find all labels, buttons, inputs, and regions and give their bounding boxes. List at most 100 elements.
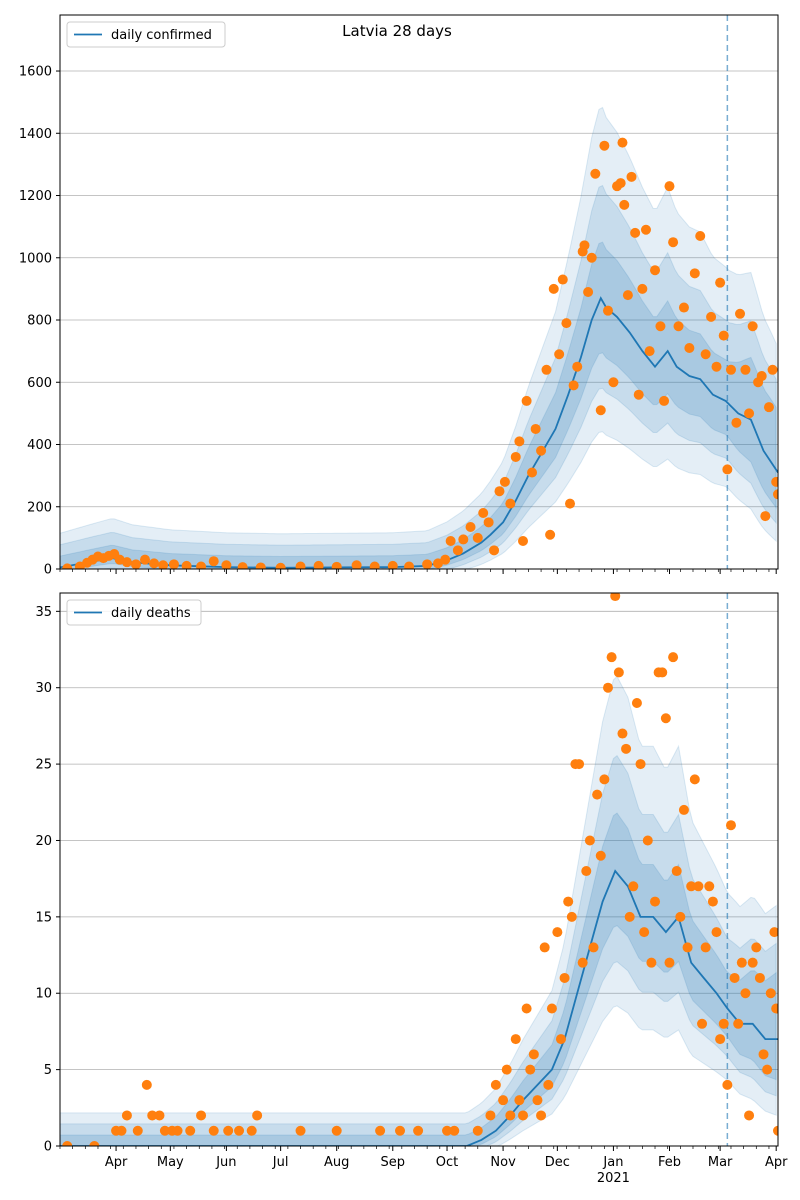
data-point <box>588 942 599 953</box>
y-tick-label: 0 <box>44 563 52 578</box>
y-gridlines <box>60 70 778 508</box>
scatter-points <box>62 593 778 1146</box>
x-tick-label: Jul <box>272 1155 289 1170</box>
data-point <box>590 168 601 179</box>
data-point <box>660 713 671 724</box>
data-point <box>159 1125 170 1136</box>
plot-area <box>60 106 778 569</box>
y-tick-label: 15 <box>35 910 52 925</box>
data-point <box>208 1125 219 1136</box>
data-point <box>621 743 632 754</box>
uncertainty-band <box>60 241 777 569</box>
data-point <box>637 283 648 294</box>
uncertainty-band <box>60 184 777 569</box>
data-point <box>729 972 740 983</box>
data-point <box>606 652 617 663</box>
data-point <box>295 561 306 569</box>
uncertainty-band <box>60 106 777 569</box>
data-point <box>237 562 248 569</box>
data-point <box>736 957 747 968</box>
data-point <box>234 1125 245 1136</box>
data-point <box>530 423 541 434</box>
data-point <box>541 364 552 375</box>
x-tick-label: Jun <box>215 1155 236 1170</box>
data-point <box>673 321 684 332</box>
x-tick-label: Aug <box>324 1155 349 1170</box>
data-point <box>700 942 711 953</box>
y-tick-label: 25 <box>35 758 52 773</box>
deaths-panel: 0 5 10 15 20 25 30 35 Apr May Jun Jul Aug Sep Oct Nov De… <box>35 592 788 1186</box>
data-point <box>619 199 630 210</box>
data-point <box>613 667 624 678</box>
data-point <box>568 380 579 391</box>
y-tick-label: 0 <box>44 1140 52 1155</box>
data-point <box>722 464 733 475</box>
data-point <box>566 911 577 922</box>
data-point <box>252 1110 263 1121</box>
data-point <box>633 389 644 400</box>
data-point <box>754 972 765 983</box>
y-tick-label: 200 <box>27 500 52 515</box>
data-point <box>517 1110 528 1121</box>
data-point <box>659 395 670 406</box>
data-point <box>756 371 767 382</box>
data-point <box>668 237 679 248</box>
data-point <box>715 1034 726 1045</box>
data-point <box>581 866 592 877</box>
data-point <box>196 1110 207 1121</box>
data-point <box>715 277 726 288</box>
data-point <box>565 498 576 509</box>
data-point <box>626 171 637 182</box>
data-point <box>140 554 151 565</box>
data-point <box>483 517 494 528</box>
data-point <box>769 927 778 938</box>
data-point <box>733 1018 744 1029</box>
data-point <box>255 562 266 569</box>
data-point <box>773 1125 778 1136</box>
data-point <box>141 1079 152 1090</box>
x-tick-label: Mar <box>708 1155 733 1170</box>
data-point <box>689 774 700 785</box>
data-point <box>599 774 610 785</box>
data-point <box>695 230 706 241</box>
data-point <box>762 1064 773 1075</box>
data-point <box>116 1125 127 1136</box>
data-point <box>735 308 746 319</box>
data-point <box>682 942 693 953</box>
data-point <box>62 1141 73 1146</box>
data-point <box>147 1110 158 1121</box>
data-point <box>577 957 588 968</box>
data-point <box>771 476 778 487</box>
data-point <box>602 682 613 693</box>
y-tick-label: 1200 <box>19 189 52 204</box>
data-point <box>689 268 700 279</box>
data-point <box>725 364 736 375</box>
data-point <box>130 559 141 569</box>
data-point <box>615 178 626 189</box>
data-point <box>642 835 653 846</box>
data-point <box>697 1018 708 1029</box>
data-point <box>718 1018 729 1029</box>
data-point <box>630 227 641 238</box>
data-point <box>521 395 532 406</box>
data-point <box>639 927 650 938</box>
data-point <box>490 1079 501 1090</box>
data-point <box>555 1034 566 1045</box>
data-point <box>644 346 655 357</box>
data-point <box>404 561 415 569</box>
data-point <box>132 1125 143 1136</box>
data-point <box>622 290 633 301</box>
data-point <box>744 408 755 419</box>
series-line <box>60 296 778 569</box>
data-point <box>586 252 597 263</box>
data-point <box>514 436 525 447</box>
data-point <box>295 1125 306 1136</box>
data-point <box>472 1125 483 1136</box>
data-point <box>543 1079 554 1090</box>
data-point <box>181 560 192 569</box>
data-point <box>395 1125 406 1136</box>
data-point <box>331 1125 342 1136</box>
data-point <box>747 321 758 332</box>
legend-label: daily deaths <box>111 606 191 621</box>
data-point <box>485 1110 496 1121</box>
